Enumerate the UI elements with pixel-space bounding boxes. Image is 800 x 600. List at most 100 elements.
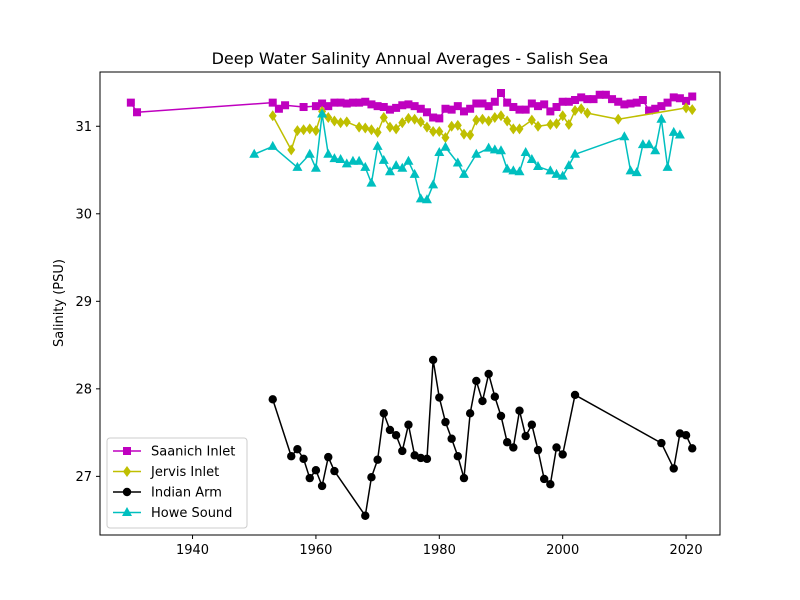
data-point-howe-sound xyxy=(335,154,346,164)
data-point-saanich-inlet xyxy=(324,102,333,111)
data-point-indian-arm xyxy=(570,390,580,400)
data-point-indian-arm xyxy=(669,464,678,473)
data-point-saanich-inlet xyxy=(589,95,598,104)
data-point-howe-sound xyxy=(489,144,500,154)
data-point-saanich-inlet xyxy=(268,98,277,107)
data-point-indian-arm xyxy=(385,425,395,435)
series-indian-arm xyxy=(268,355,697,520)
data-point-howe-sound xyxy=(329,153,340,163)
x-tick-label: 1980 xyxy=(423,543,456,558)
y-tick-label: 27 xyxy=(75,470,92,485)
plot-area: 1940 1960 1980 2000 2020 27 28 29 30 31 xyxy=(75,71,721,558)
y-tick-label: 30 xyxy=(75,207,92,222)
data-point-howe-sound xyxy=(625,165,636,175)
data-point-indian-arm xyxy=(681,431,691,440)
data-point-jervis-inlet xyxy=(268,110,277,122)
legend-label: Saanich Inlet xyxy=(151,445,235,460)
data-point-jervis-inlet xyxy=(324,112,333,124)
y-axis-label: Salinity (PSU) xyxy=(52,259,67,347)
data-point-howe-sound xyxy=(341,158,352,168)
legend-label: Jervis Inlet xyxy=(150,465,219,480)
data-point-indian-arm xyxy=(299,454,308,464)
data-point-saanich-inlet xyxy=(521,105,530,114)
data-point-jervis-inlet xyxy=(472,114,481,126)
data-point-jervis-inlet xyxy=(496,110,505,122)
data-point-saanich-inlet xyxy=(638,96,647,105)
data-point-indian-arm xyxy=(404,420,413,429)
data-point-indian-arm xyxy=(435,393,444,402)
data-point-indian-arm xyxy=(317,481,327,491)
data-point-saanich-inlet xyxy=(534,102,543,111)
data-point-saanich-inlet xyxy=(447,105,456,114)
data-point-saanich-inlet xyxy=(540,100,549,109)
data-point-jervis-inlet xyxy=(311,125,320,137)
axes-layer: 1940 1960 1980 2000 2020 27 28 29 30 31 xyxy=(75,71,721,558)
data-point-howe-sound xyxy=(483,142,494,152)
data-point-saanich-inlet xyxy=(669,93,678,102)
data-point-indian-arm xyxy=(311,466,321,475)
data-point-howe-sound xyxy=(570,148,581,158)
data-point-saanich-inlet xyxy=(657,102,666,111)
y-tick-label: 29 xyxy=(75,295,92,310)
x-tick-label: 1960 xyxy=(299,543,332,558)
data-point-saanich-inlet xyxy=(608,95,617,104)
data-point-howe-sound xyxy=(366,177,377,187)
data-point-saanich-inlet xyxy=(318,99,327,108)
data-point-saanich-inlet xyxy=(601,90,610,99)
data-point-jervis-inlet xyxy=(534,120,543,132)
data-point-saanich-inlet xyxy=(379,103,388,112)
data-point-indian-arm xyxy=(657,438,666,448)
data-point-jervis-inlet xyxy=(404,112,413,124)
y-tick-label: 28 xyxy=(75,382,92,397)
data-point-saanich-inlet xyxy=(126,98,135,107)
data-point-howe-sound xyxy=(619,131,630,141)
data-point-saanich-inlet xyxy=(527,99,536,108)
data-point-saanich-inlet xyxy=(509,103,518,112)
data-point-saanich-inlet xyxy=(348,98,357,107)
data-point-jervis-inlet xyxy=(355,121,364,133)
data-point-indian-arm xyxy=(428,355,438,365)
data-point-howe-sound xyxy=(551,168,562,178)
data-point-jervis-inlet xyxy=(342,116,351,128)
chart-title: Deep Water Salinity Annual Averages - Sa… xyxy=(212,49,609,68)
data-point-indian-arm xyxy=(361,511,370,520)
data-point-howe-sound xyxy=(440,141,451,151)
data-point-saanich-inlet xyxy=(274,104,283,113)
data-point-jervis-inlet xyxy=(546,119,555,131)
data-point-jervis-inlet xyxy=(373,126,382,138)
data-point-indian-arm xyxy=(287,452,296,461)
data-point-saanich-inlet xyxy=(133,108,142,117)
data-point-howe-sound xyxy=(415,193,426,203)
data-point-jervis-inlet xyxy=(361,122,370,134)
data-point-saanich-inlet xyxy=(614,97,623,106)
data-point-jervis-inlet xyxy=(392,123,401,135)
data-point-jervis-inlet xyxy=(515,123,524,135)
data-point-indian-arm xyxy=(447,434,456,443)
data-point-indian-arm xyxy=(268,395,277,404)
data-point-saanich-inlet xyxy=(472,99,481,108)
data-point-saanich-inlet xyxy=(484,102,493,111)
data-point-indian-arm xyxy=(502,438,512,447)
data-point-saanich-inlet xyxy=(385,105,394,114)
data-point-howe-sound xyxy=(403,155,414,165)
data-point-jervis-inlet xyxy=(447,120,456,132)
data-point-howe-sound xyxy=(434,147,445,157)
data-point-jervis-inlet xyxy=(287,144,296,156)
data-point-saanich-inlet xyxy=(459,107,468,116)
data-point-jervis-inlet xyxy=(688,104,697,116)
data-point-howe-sound xyxy=(662,161,673,171)
data-point-howe-sound xyxy=(304,148,315,158)
data-point-saanich-inlet xyxy=(645,106,654,115)
data-point-jervis-inlet xyxy=(422,121,431,133)
data-point-indian-arm xyxy=(330,466,339,476)
data-point-jervis-inlet xyxy=(305,123,314,135)
data-point-howe-sound xyxy=(533,161,544,171)
data-point-howe-sound xyxy=(656,113,667,123)
data-point-saanich-inlet xyxy=(490,97,499,106)
data-point-jervis-inlet xyxy=(398,117,407,129)
data-point-jervis-inlet xyxy=(416,116,425,128)
data-point-saanich-inlet xyxy=(675,94,684,103)
data-point-howe-sound xyxy=(514,166,525,176)
data-point-howe-sound xyxy=(378,154,389,164)
data-point-howe-sound xyxy=(650,145,661,155)
